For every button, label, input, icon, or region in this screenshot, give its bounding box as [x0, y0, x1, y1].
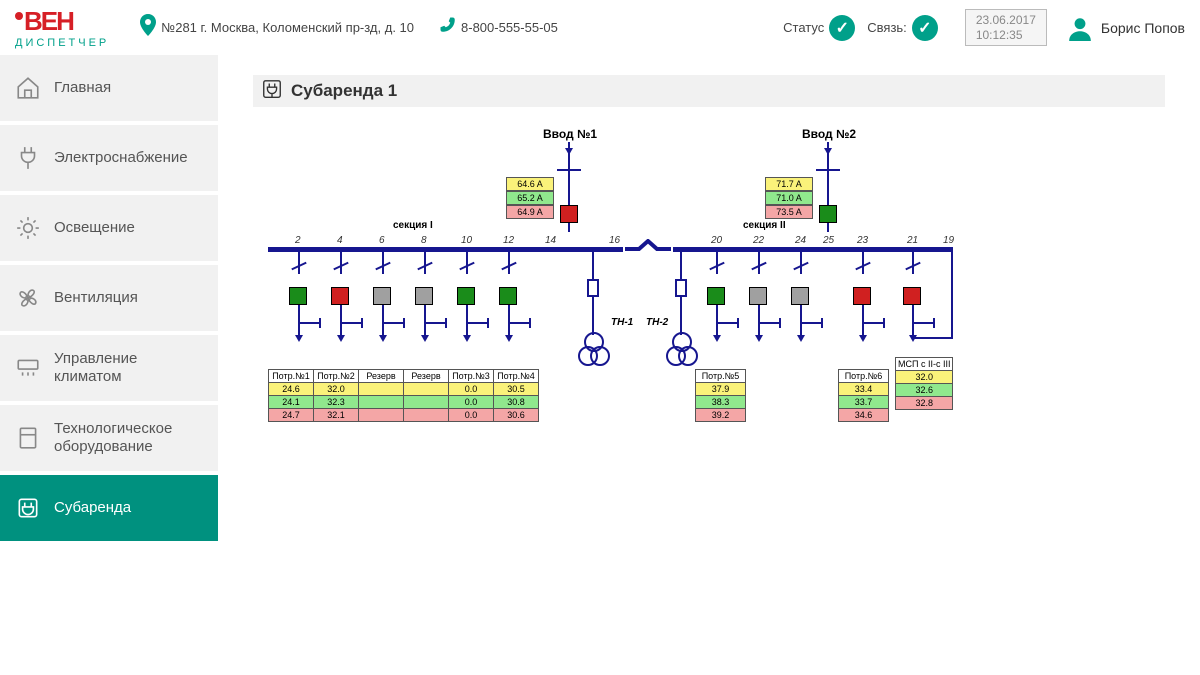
breaker[interactable]	[415, 287, 433, 305]
equipment-icon	[14, 424, 42, 452]
breaker[interactable]	[791, 287, 809, 305]
sidebar-item-sublease[interactable]: Субаренда	[0, 475, 218, 541]
breaker[interactable]	[707, 287, 725, 305]
single-line-diagram: Ввод №1 64.6 A 65.2 A 64.9 A Ввод №2 71.…	[253, 117, 1153, 577]
tn1-label: ТН-1	[611, 317, 633, 328]
phone: 8-800-555-55-05	[439, 16, 558, 40]
breaker[interactable]	[903, 287, 921, 305]
status: Статус	[783, 15, 855, 41]
datetime: 23.06.2017 10:12:35	[965, 9, 1047, 46]
breaker[interactable]	[373, 287, 391, 305]
table-consumers-1: Потр.№1 Потр.№2 Резерв Резерв Потр.№3 По…	[268, 369, 539, 422]
phone-icon	[439, 16, 457, 40]
climate-icon	[14, 354, 42, 382]
sidebar-item-power[interactable]: Электроснабжение	[0, 125, 218, 191]
tie-switch[interactable]	[625, 239, 671, 262]
table-consumer-5: Потр.№5 37.9 38.3 39.2	[695, 369, 746, 422]
sublease-icon	[14, 494, 42, 522]
address: №281 г. Москва, Коломенский пр-зд, д. 10	[139, 14, 414, 42]
main: Субаренда 1 Ввод №1 64.6 A 65.2 A 64.9 A…	[218, 55, 1200, 675]
home-icon	[14, 74, 42, 102]
plug-icon	[14, 144, 42, 172]
logo: ВЕН ДИСПЕТЧЕР	[15, 6, 109, 49]
check-icon	[912, 15, 938, 41]
page-title-bar: Субаренда 1	[253, 75, 1165, 107]
table-msp: МСП с II-с III 32.0 32.6 32.8	[895, 357, 953, 410]
breaker[interactable]	[289, 287, 307, 305]
plug-icon	[261, 78, 283, 105]
tn2-label: ТН-2	[646, 317, 668, 328]
fuse	[675, 279, 687, 297]
sidebar-item-light[interactable]: Освещение	[0, 195, 218, 261]
sidebar-item-label: Главная	[54, 79, 111, 97]
sidebar-item-label: Технологическое оборудование	[54, 420, 204, 456]
transformer-tn2	[667, 332, 697, 367]
table-consumer-6: Потр.№6 33.4 33.7 34.6	[838, 369, 889, 422]
check-icon	[829, 15, 855, 41]
breaker[interactable]	[499, 287, 517, 305]
feed2-breaker[interactable]	[819, 205, 837, 223]
sidebar-item-label: Вентиляция	[54, 289, 138, 307]
page-title: Субаренда 1	[291, 81, 397, 101]
user-icon	[1067, 15, 1093, 41]
fan-icon	[14, 284, 42, 312]
breaker[interactable]	[749, 287, 767, 305]
feed2-values: 71.7 A 71.0 A 73.5 A	[765, 177, 813, 219]
pin-icon	[139, 14, 157, 42]
transformer-tn1	[579, 332, 609, 367]
header: ВЕН ДИСПЕТЧЕР №281 г. Москва, Коломенски…	[0, 0, 1200, 55]
sidebar-item-label: Субаренда	[54, 499, 131, 517]
section1-label: секция I	[393, 220, 433, 231]
sidebar-item-home[interactable]: Главная	[0, 55, 218, 121]
breaker[interactable]	[331, 287, 349, 305]
fuse	[587, 279, 599, 297]
feed1-breaker[interactable]	[560, 205, 578, 223]
sidebar-item-label: Управление климатом	[54, 350, 204, 386]
sidebar-item-equipment[interactable]: Технологическое оборудование	[0, 405, 218, 471]
feed1-values: 64.6 A 65.2 A 64.9 A	[506, 177, 554, 219]
sidebar-item-vent[interactable]: Вентиляция	[0, 265, 218, 331]
sidebar: Главная Электроснабжение Освещение Венти…	[0, 55, 218, 675]
feed2-title: Ввод №2	[802, 127, 856, 141]
sidebar-item-label: Электроснабжение	[54, 149, 188, 167]
busbar-1	[268, 247, 623, 252]
user[interactable]: Борис Попов	[1067, 15, 1185, 41]
link-status: Связь:	[867, 15, 938, 41]
sidebar-item-climate[interactable]: Управление климатом	[0, 335, 218, 401]
feed1-title: Ввод №1	[543, 127, 597, 141]
busbar-2	[673, 247, 953, 252]
breaker[interactable]	[457, 287, 475, 305]
section2-label: секция II	[743, 220, 786, 231]
sidebar-item-label: Освещение	[54, 219, 135, 237]
bulb-icon	[14, 214, 42, 242]
breaker[interactable]	[853, 287, 871, 305]
